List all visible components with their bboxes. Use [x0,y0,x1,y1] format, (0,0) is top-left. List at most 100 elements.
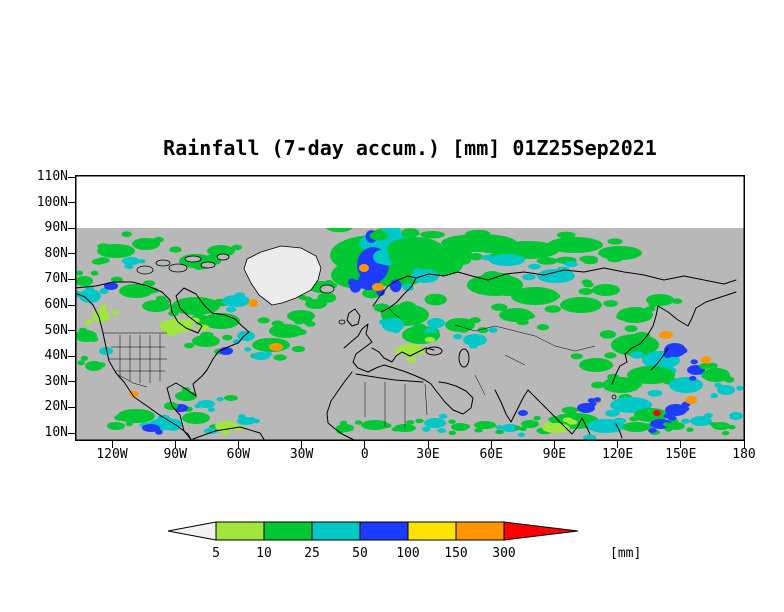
rain-patch [104,282,118,290]
rain-patch [607,256,623,263]
rain-patch [736,385,744,391]
rain-patch [238,414,246,419]
rain-patch [536,257,558,265]
rain-patch [77,360,85,366]
rain-patch [668,415,677,421]
rain-patch [630,351,644,359]
rain-patch [271,320,284,327]
rain-patch [528,263,541,270]
lon-tick-mark [364,441,366,448]
rain-patch [690,359,698,365]
lat-tick-label: 50N [44,322,68,338]
colorbar-segment [215,521,265,541]
lat-tick-label: 90N [44,220,68,236]
rain-patch [567,419,578,425]
rain-patch [421,426,431,432]
rain-patch [90,270,99,276]
rain-patch [379,318,388,326]
rain-patch [468,253,483,261]
rain-patch [616,313,629,321]
colorbar-segment [311,521,361,541]
colorbar-tick-label: 10 [256,546,272,561]
rain-patch [196,324,209,331]
rain-patch [544,305,561,313]
lat-tick-mark [68,406,75,408]
rain-patch [122,257,140,265]
rain-patch [415,418,424,424]
lon-tick-label: 60W [226,447,251,462]
rain-patch [667,422,685,430]
iceland-outline [319,284,335,294]
rain-patch [147,238,159,244]
rain-patch [522,312,536,319]
rain-patch [98,362,106,368]
rain-patch [372,283,384,291]
rain-patch [216,397,224,402]
rain-patch [689,376,697,381]
rain-patch [463,334,487,346]
rain-patch [564,260,578,268]
rain-patch [592,284,620,296]
rain-patch [648,428,657,433]
lat-tick-label: 40N [44,348,68,364]
rain-patch [184,342,195,349]
rain-patch [89,336,99,342]
rain-patch [710,393,718,399]
rain-patch [627,366,675,384]
rain-patch [681,418,690,424]
lon-tick-label: 30W [289,447,314,462]
lat-tick-mark [68,330,75,332]
rain-patch [399,301,416,310]
rain-patch [412,323,427,331]
rain-patch [96,257,110,264]
rain-patch [405,420,415,425]
map-plot-area [75,175,745,441]
rain-patch [384,259,392,266]
rain-patch [707,362,718,369]
colorbar-tick-label: 5 [212,546,220,561]
lon-tick-label: 120W [96,447,128,462]
rain-patch [434,262,449,271]
lat-tick-label: 70N [44,271,68,287]
rain-patch [196,316,210,324]
lon-tick-mark [174,441,176,448]
rain-patch [582,258,598,265]
rain-patch [717,385,735,395]
rain-patch [231,244,243,251]
rain-patch [556,231,576,239]
colorbar-tick-label: 50 [352,546,368,561]
lon-tick-label: 30E [416,447,440,462]
rain-patch [482,424,492,429]
rain-patch [222,334,233,341]
rain-patch [97,243,111,250]
colorbar-segment [263,521,313,541]
rain-patch [79,289,101,303]
rain-patch [111,309,119,316]
rain-patch [702,368,730,382]
lat-tick-mark [68,304,75,306]
rain-patch [469,317,481,324]
rain-patch [225,420,234,426]
rain-patch [424,328,433,334]
colorbar-tick-label: 150 [444,546,467,561]
rain-patch [495,425,503,430]
lon-tick-mark [111,441,113,448]
rain-patch [138,259,146,264]
rain-patch [714,382,722,388]
rain-patch [412,268,423,275]
rain-patch [593,397,601,403]
rain-patch [388,251,406,261]
rain-patch [287,310,315,322]
rain-patch [194,403,202,409]
lon-tick-mark [680,441,682,448]
rain-patch [721,430,730,436]
rain-patch [142,425,151,430]
rain-patch [167,425,180,431]
rain-patch [653,410,661,416]
lon-tick-mark [301,441,303,448]
lon-tick-mark [553,441,555,448]
rain-patch [404,251,423,261]
rain-patch [671,409,681,415]
rain-patch [671,298,683,304]
